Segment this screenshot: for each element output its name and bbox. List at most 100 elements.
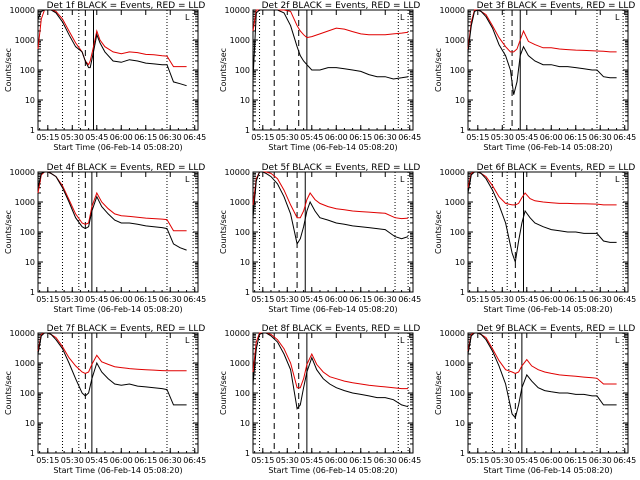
x-tick-label: 06:00 bbox=[110, 133, 133, 142]
y-tick-label: 100 bbox=[235, 228, 250, 237]
y-axis-label: Counts/sec bbox=[434, 371, 443, 415]
y-axis-label: Counts/sec bbox=[219, 210, 228, 254]
y-axis-label: Counts/sec bbox=[4, 371, 13, 415]
x-tick-label: 06:45 bbox=[398, 295, 421, 304]
legend-marker: L bbox=[615, 175, 620, 184]
x-tick-label: 06:30 bbox=[159, 295, 182, 304]
x-tick-label: 06:30 bbox=[159, 456, 182, 465]
x-tick-label: 06:00 bbox=[325, 295, 348, 304]
x-tick-label: 05:30 bbox=[61, 456, 84, 465]
y-tick-label: 10 bbox=[455, 258, 465, 267]
series-line-lld bbox=[37, 332, 187, 374]
series-line-lld bbox=[467, 332, 617, 385]
x-tick-label: 05:15 bbox=[251, 295, 274, 304]
x-tick-label: 05:45 bbox=[515, 133, 538, 142]
y-tick-label: 1000 bbox=[445, 198, 465, 207]
panel-7: Det 7f BLACK = Events, RED = LLD 1 10 100 10… bbox=[4, 324, 206, 475]
x-tick-label: 05:45 bbox=[515, 456, 538, 465]
panel-title: Det 5f BLACK = Events, RED = LLD bbox=[262, 163, 421, 173]
x-tick-label: 06:30 bbox=[589, 133, 612, 142]
y-tick-label: 10000 bbox=[440, 6, 465, 15]
series-line-events bbox=[467, 332, 617, 419]
x-tick-label: 05:15 bbox=[36, 456, 59, 465]
y-tick-label: 1 bbox=[460, 126, 465, 135]
x-tick-label: 05:30 bbox=[61, 295, 84, 304]
y-axis-label: Counts/sec bbox=[219, 371, 228, 415]
x-tick-label: 06:00 bbox=[325, 456, 348, 465]
y-axis-label: Counts/sec bbox=[219, 48, 228, 92]
y-tick-label: 1 bbox=[30, 288, 35, 297]
plot-frame bbox=[252, 332, 414, 454]
series-line-events bbox=[37, 9, 187, 87]
y-tick-label: 1 bbox=[30, 449, 35, 458]
y-tick-label: 10000 bbox=[10, 6, 35, 15]
x-tick-label: 06:45 bbox=[613, 133, 636, 142]
y-tick-label: 10 bbox=[455, 419, 465, 428]
y-tick-label: 10 bbox=[455, 96, 465, 105]
x-tick-label: 05:45 bbox=[85, 133, 108, 142]
panel-title: Det 6f BLACK = Events, RED = LLD bbox=[477, 163, 636, 173]
x-tick-label: 06:30 bbox=[159, 133, 182, 142]
y-tick-label: 10 bbox=[25, 419, 35, 428]
x-tick-label: 05:15 bbox=[466, 133, 489, 142]
y-tick-label: 1000 bbox=[15, 359, 35, 368]
panel-5: Det 5f BLACK = Events, RED = LLD 1 10 100 10… bbox=[219, 163, 421, 314]
x-tick-label: 06:15 bbox=[134, 133, 157, 142]
x-axis-label: Start Time (06-Feb-14 05:08:20) bbox=[268, 305, 397, 314]
x-axis-label: Start Time (06-Feb-14 05:08:20) bbox=[268, 466, 397, 475]
panel-2: Det 2f BLACK = Events, RED = LLD 1 10 100 10… bbox=[219, 1, 421, 152]
x-tick-label: 06:00 bbox=[325, 133, 348, 142]
plot-frame bbox=[252, 9, 414, 131]
panel-3: Det 3f BLACK = Events, RED = LLD 1 10 100 10… bbox=[434, 1, 636, 152]
x-tick-label: 06:45 bbox=[398, 133, 421, 142]
y-tick-label: 10000 bbox=[440, 168, 465, 177]
x-tick-label: 05:30 bbox=[491, 133, 514, 142]
y-tick-label: 10000 bbox=[440, 329, 465, 338]
x-tick-label: 06:15 bbox=[564, 456, 587, 465]
y-tick-label: 1000 bbox=[445, 36, 465, 45]
x-tick-label: 06:15 bbox=[134, 295, 157, 304]
series-line-events bbox=[252, 171, 409, 246]
x-tick-label: 05:30 bbox=[276, 295, 299, 304]
x-tick-label: 05:30 bbox=[61, 133, 84, 142]
y-tick-label: 10000 bbox=[225, 168, 250, 177]
y-tick-label: 1 bbox=[460, 449, 465, 458]
x-axis-label: Start Time (06-Feb-14 05:08:20) bbox=[483, 305, 612, 314]
panel-title: Det 9f BLACK = Events, RED = LLD bbox=[477, 324, 636, 334]
y-tick-label: 10000 bbox=[225, 6, 250, 15]
x-tick-label: 06:00 bbox=[540, 133, 563, 142]
y-tick-label: 1000 bbox=[15, 198, 35, 207]
legend-marker: L bbox=[400, 13, 405, 22]
x-tick-label: 06:45 bbox=[398, 456, 421, 465]
y-tick-label: 1000 bbox=[15, 36, 35, 45]
x-tick-label: 05:45 bbox=[85, 456, 108, 465]
series-line-lld bbox=[467, 171, 617, 206]
x-axis-label: Start Time (06-Feb-14 05:08:20) bbox=[268, 143, 397, 152]
x-axis-label: Start Time (06-Feb-14 05:08:20) bbox=[53, 143, 182, 152]
legend-marker: L bbox=[400, 175, 405, 184]
x-tick-label: 06:00 bbox=[110, 295, 133, 304]
x-tick-label: 05:30 bbox=[491, 295, 514, 304]
y-tick-label: 100 bbox=[450, 228, 465, 237]
series-line-events bbox=[252, 332, 409, 410]
y-axis-label: Counts/sec bbox=[434, 48, 443, 92]
x-tick-label: 06:00 bbox=[110, 456, 133, 465]
y-tick-label: 10 bbox=[240, 96, 250, 105]
panel-title: Det 8f BLACK = Events, RED = LLD bbox=[262, 324, 421, 334]
x-tick-label: 06:15 bbox=[564, 133, 587, 142]
x-tick-label: 05:15 bbox=[36, 295, 59, 304]
x-tick-label: 06:30 bbox=[374, 456, 397, 465]
series-line-events bbox=[37, 171, 187, 251]
y-tick-label: 100 bbox=[20, 66, 35, 75]
x-tick-label: 05:15 bbox=[466, 295, 489, 304]
y-tick-label: 100 bbox=[20, 389, 35, 398]
series-line-lld bbox=[37, 9, 187, 68]
x-tick-label: 06:45 bbox=[183, 133, 206, 142]
y-tick-label: 10000 bbox=[10, 329, 35, 338]
panel-title: Det 3f BLACK = Events, RED = LLD bbox=[477, 1, 636, 11]
legend-marker: L bbox=[185, 336, 190, 345]
x-tick-label: 06:45 bbox=[183, 456, 206, 465]
x-tick-label: 05:15 bbox=[466, 456, 489, 465]
y-tick-label: 1000 bbox=[230, 359, 250, 368]
x-tick-label: 06:30 bbox=[589, 295, 612, 304]
